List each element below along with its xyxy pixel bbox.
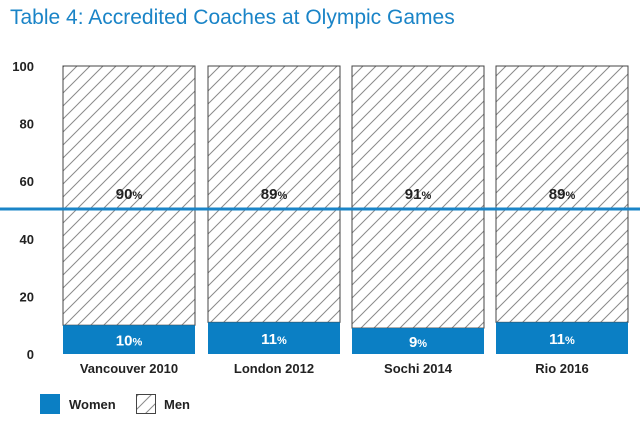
bar-women — [63, 325, 195, 354]
y-tick-label: 100 — [12, 59, 34, 74]
legend-swatch-men — [136, 394, 156, 414]
bar-men — [62, 65, 196, 326]
bar-men-label: 90% — [116, 186, 143, 203]
y-tick-label: 60 — [20, 174, 34, 189]
bar-men-label: 89% — [549, 186, 576, 203]
y-tick-label: 0 — [27, 347, 34, 362]
bar-women-label: 11% — [549, 331, 575, 348]
bar-men-label: 91% — [405, 186, 432, 203]
y-tick-label: 20 — [20, 289, 34, 304]
chart-title: Table 4: Accredited Coaches at Olympic G… — [10, 6, 455, 29]
bar-women — [496, 322, 628, 354]
legend-label-men: Men — [164, 397, 190, 412]
x-category-label: Rio 2016 — [535, 361, 588, 376]
bar-men-label: 89% — [261, 186, 288, 203]
bar-women — [352, 328, 484, 354]
bar-men — [351, 65, 485, 329]
y-tick-label: 40 — [20, 232, 34, 247]
bar-women-label: 9% — [409, 334, 427, 351]
y-tick-label: 80 — [20, 117, 34, 132]
bar-women-label: 10% — [116, 333, 143, 350]
bar-women-label: 11% — [261, 331, 287, 348]
x-category-label: London 2012 — [234, 361, 314, 376]
bar-men — [495, 65, 629, 323]
x-category-label: Sochi 2014 — [384, 361, 453, 376]
legend-swatch-women — [40, 394, 60, 414]
bar-women — [208, 322, 340, 354]
legend-label-women: Women — [69, 397, 116, 412]
bar-men — [207, 65, 341, 323]
x-category-label: Vancouver 2010 — [80, 361, 178, 376]
